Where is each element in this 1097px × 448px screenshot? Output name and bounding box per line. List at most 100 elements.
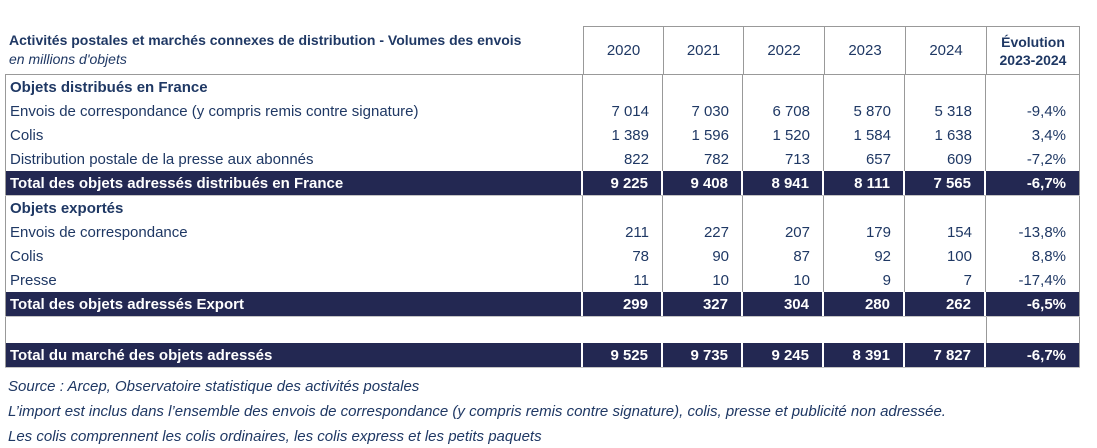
- row-label: Envois de correspondance: [5, 220, 583, 244]
- cell-value: 1 389: [583, 123, 663, 147]
- total-row-label: Total des objets adressés Export: [5, 292, 583, 316]
- cell-value: 9: [824, 268, 905, 292]
- cell-value: 7: [905, 268, 986, 292]
- table-row: Colis 1 389 1 596 1 520 1 584 1 638 3,4%: [5, 123, 1080, 147]
- cell-value: 280: [824, 292, 905, 316]
- cell-evolution: -6,7%: [986, 171, 1080, 195]
- cell-empty: [986, 317, 1080, 343]
- cell-value: 782: [663, 147, 743, 171]
- cell-evolution: -9,4%: [986, 99, 1080, 123]
- cell-empty: [986, 196, 1080, 220]
- column-header-2024: 2024: [905, 26, 986, 74]
- cell-value: 7 565: [905, 171, 986, 195]
- row-label: Presse: [5, 268, 583, 292]
- cell-value: 1 520: [743, 123, 824, 147]
- cell-value: 227: [663, 220, 743, 244]
- cell-empty: [583, 75, 663, 99]
- row-label: Colis: [5, 123, 583, 147]
- table-row: Distribution postale de la presse aux ab…: [5, 147, 1080, 171]
- cell-value: 8 941: [743, 171, 824, 195]
- cell-empty: [824, 196, 905, 220]
- table-row-section: Objets exportés: [5, 196, 1080, 220]
- table-row: Envois de correspondance 211 227 207 179…: [5, 220, 1080, 244]
- cell-evolution: -7,2%: [986, 147, 1080, 171]
- cell-value: 8 391: [824, 343, 905, 367]
- cell-value: 7 030: [663, 99, 743, 123]
- row-label: Envois de correspondance (y compris remi…: [5, 99, 583, 123]
- total-row-france: Total des objets adressés distribués en …: [5, 171, 1080, 196]
- cell-value: 304: [743, 292, 824, 316]
- cell-value: 9 408: [663, 171, 743, 195]
- table-title: Activités postales et marchés connexes d…: [9, 32, 522, 48]
- cell-empty: [743, 196, 824, 220]
- column-header-2023: 2023: [824, 26, 905, 74]
- cell-value: 11: [583, 268, 663, 292]
- row-label: Distribution postale de la presse aux ab…: [5, 147, 583, 171]
- cell-value: 5 870: [824, 99, 905, 123]
- cell-value: 10: [663, 268, 743, 292]
- cell-empty: [743, 75, 824, 99]
- cell-value: 9 245: [743, 343, 824, 367]
- cell-empty: [824, 317, 905, 343]
- cell-value: 78: [583, 244, 663, 268]
- cell-value: 92: [824, 244, 905, 268]
- cell-empty: [663, 196, 743, 220]
- cell-empty: [663, 75, 743, 99]
- cell-value: 299: [583, 292, 663, 316]
- cell-value: 609: [905, 147, 986, 171]
- cell-value: 262: [905, 292, 986, 316]
- cell-empty: [583, 317, 663, 343]
- column-header-evolution: Évolution 2023-2024: [986, 26, 1080, 74]
- row-label: Colis: [5, 244, 583, 268]
- cell-empty: [986, 75, 1080, 99]
- cell-value: 1 638: [905, 123, 986, 147]
- footnote-colis: Les colis comprennent les colis ordinair…: [8, 428, 542, 445]
- cell-value: 713: [743, 147, 824, 171]
- total-row-export: Total des objets adressés Export 299 327…: [5, 292, 1080, 317]
- postal-volumes-table: Activités postales et marchés connexes d…: [5, 26, 1080, 368]
- cell-value: 657: [824, 147, 905, 171]
- cell-value: 87: [743, 244, 824, 268]
- table-subtitle: en millions d'objets: [9, 51, 127, 67]
- cell-value: 822: [583, 147, 663, 171]
- total-row-label: Total du marché des objets adressés: [5, 343, 583, 367]
- cell-value: 179: [824, 220, 905, 244]
- table-row: Envois de correspondance (y compris remi…: [5, 99, 1080, 123]
- section-header-label: Objets distribués en France: [5, 75, 583, 99]
- evolution-header-line2: 2023-2024: [999, 51, 1067, 68]
- total-row-market: Total du marché des objets adressés 9 52…: [5, 343, 1080, 368]
- cell-evolution: -13,8%: [986, 220, 1080, 244]
- column-header-2022: 2022: [743, 26, 824, 74]
- cell-empty: [5, 317, 583, 343]
- cell-empty: [824, 75, 905, 99]
- cell-value: 100: [905, 244, 986, 268]
- cell-empty: [743, 317, 824, 343]
- cell-value: 7 014: [583, 99, 663, 123]
- cell-empty: [663, 317, 743, 343]
- column-header-2021: 2021: [663, 26, 743, 74]
- cell-value: 327: [663, 292, 743, 316]
- cell-value: 211: [583, 220, 663, 244]
- cell-evolution: -6,7%: [986, 343, 1080, 367]
- cell-value: 9 735: [663, 343, 743, 367]
- cell-empty: [905, 196, 986, 220]
- cell-empty: [583, 196, 663, 220]
- section-header-label: Objets exportés: [5, 196, 583, 220]
- cell-evolution: 3,4%: [986, 123, 1080, 147]
- cell-value: 154: [905, 220, 986, 244]
- cell-value: 207: [743, 220, 824, 244]
- cell-evolution: 8,8%: [986, 244, 1080, 268]
- cell-empty: [905, 75, 986, 99]
- cell-value: 5 318: [905, 99, 986, 123]
- cell-value: 1 596: [663, 123, 743, 147]
- cell-value: 9 525: [583, 343, 663, 367]
- cell-value: 10: [743, 268, 824, 292]
- cell-value: 8 111: [824, 171, 905, 195]
- footnotes: Source : Arcep, Observatoire statistique…: [5, 374, 1097, 448]
- table-title-cell: Activités postales et marchés connexes d…: [5, 26, 583, 74]
- cell-value: 6 708: [743, 99, 824, 123]
- table-row: Presse 11 10 10 9 7 -17,4%: [5, 268, 1080, 292]
- footnote-source: Source : Arcep, Observatoire statistique…: [8, 378, 420, 395]
- evolution-header-line1: Évolution: [1001, 33, 1065, 50]
